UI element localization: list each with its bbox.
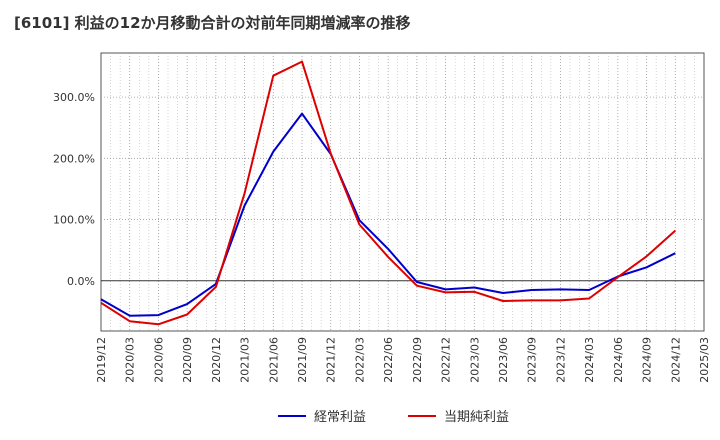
- x-tick-label: 2020/12: [210, 337, 223, 383]
- y-tick-label: 0.0%: [67, 275, 95, 288]
- y-tick-label: 300.0%: [53, 91, 95, 104]
- x-tick-label: 2022/09: [411, 337, 424, 383]
- plot-area: [100, 52, 705, 332]
- x-tick-label: 2024/06: [612, 337, 625, 383]
- x-tick-label: 2023/06: [497, 337, 510, 383]
- series-layer: [100, 60, 676, 326]
- x-tick-label: 2019/12: [95, 337, 108, 383]
- x-tick-label: 2022/03: [353, 337, 366, 383]
- x-tick-label: 2020/09: [181, 337, 194, 383]
- x-tick-label: 2024/03: [583, 337, 596, 383]
- legend-label: 当期純利益: [444, 410, 509, 425]
- x-tick-label: 2023/09: [526, 337, 539, 383]
- x-tick-label: 2022/06: [382, 337, 395, 383]
- y-axis-ticks: 0.0% 100.0% 200.0% 300.0%: [53, 91, 95, 288]
- chart-title: [6101] 利益の12か月移動合計の対前年同期増減率の推移: [14, 14, 411, 32]
- x-tick-label: 2021/03: [239, 337, 252, 383]
- x-tick-label: 2021/06: [267, 337, 280, 383]
- y-tick-label: 200.0%: [53, 152, 95, 165]
- x-tick-label: 2023/12: [554, 337, 567, 383]
- y-tick-label: 100.0%: [53, 214, 95, 227]
- x-axis-ticks: 2019/12 2020/03 2020/06 2020/09 2020/12 2021/…: [95, 337, 711, 383]
- legend-label: 経常利益: [314, 410, 366, 425]
- x-tick-label: 2020/06: [152, 337, 165, 383]
- x-tick-label: 2023/03: [468, 337, 481, 383]
- x-tick-label: 2021/09: [296, 337, 309, 383]
- legend: 経常利益 当期純利益: [278, 410, 509, 425]
- x-tick-label: 2024/09: [641, 337, 654, 383]
- series-line-2: [100, 60, 676, 326]
- x-tick-label: 2021/12: [325, 337, 338, 383]
- x-tick-label: 2025/03: [698, 337, 711, 383]
- series-line-1: [100, 112, 676, 317]
- x-tick-label: 2020/03: [124, 337, 137, 383]
- x-tick-label: 2022/12: [440, 337, 453, 383]
- x-tick-label: 2024/12: [669, 337, 682, 383]
